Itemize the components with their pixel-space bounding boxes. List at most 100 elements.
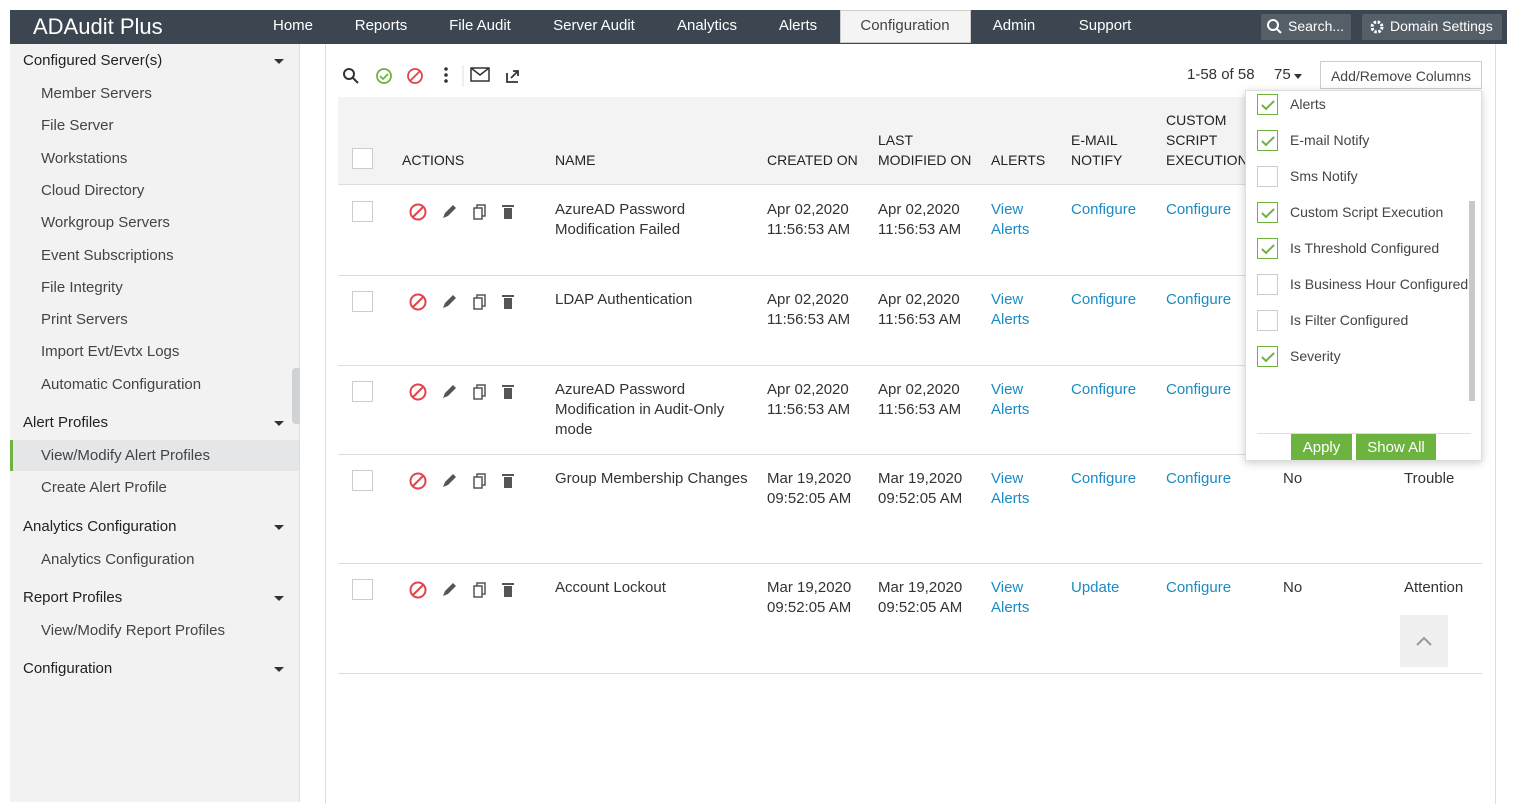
nav-item[interactable]: File Audit bbox=[449, 17, 511, 34]
picker-label[interactable]: Custom Script Execution bbox=[1290, 204, 1444, 220]
sidebar-caret[interactable] bbox=[274, 667, 284, 673]
toolbar-icon-set[interactable] bbox=[340, 63, 530, 89]
nav-item[interactable]: Configuration bbox=[860, 17, 950, 34]
threshold: No bbox=[1283, 579, 1303, 596]
apply-button[interactable]: Apply bbox=[1291, 434, 1352, 460]
picker-checkbox[interactable] bbox=[1257, 346, 1278, 367]
sidebar-section-title[interactable]: Analytics Configuration bbox=[23, 517, 177, 535]
sidebar-item[interactable]: File Integrity bbox=[41, 278, 123, 296]
sidebar-item[interactable]: Analytics Configuration bbox=[41, 550, 195, 568]
sidebar-caret[interactable] bbox=[274, 595, 284, 601]
sidebar-handle[interactable] bbox=[292, 368, 300, 424]
sidebar-item[interactable]: View/Modify Alert Profiles bbox=[41, 447, 210, 464]
check-mark bbox=[1261, 100, 1275, 111]
sidebar-caret[interactable] bbox=[274, 59, 284, 64]
picker-label[interactable]: Alerts bbox=[1290, 96, 1326, 112]
row-checkbox[interactable] bbox=[352, 201, 373, 222]
picker-checkbox[interactable] bbox=[1257, 202, 1278, 223]
view-alerts[interactable]: View Alerts bbox=[991, 381, 1030, 418]
nav-item[interactable]: Analytics bbox=[676, 17, 738, 34]
script-execution[interactable]: Configure bbox=[1166, 579, 1232, 596]
page-size-caret[interactable] bbox=[1294, 74, 1302, 79]
nav-tab-active[interactable] bbox=[840, 10, 971, 43]
row-actions[interactable] bbox=[405, 578, 525, 602]
domain-settings-text[interactable]: Domain Settings bbox=[1390, 18, 1493, 34]
email-notify[interactable]: Configure bbox=[1071, 381, 1137, 398]
picker-label[interactable]: Severity bbox=[1290, 348, 1341, 364]
picker-checkbox[interactable] bbox=[1257, 310, 1278, 331]
picker-label[interactable]: E-mail Notify bbox=[1290, 132, 1370, 148]
scroll-top-button[interactable] bbox=[1400, 615, 1448, 667]
nav-item[interactable]: Alerts bbox=[778, 17, 818, 34]
sidebar-item[interactable]: Print Servers bbox=[41, 311, 128, 329]
sidebar-section-title[interactable]: Configuration bbox=[23, 660, 113, 678]
row-checkbox[interactable] bbox=[352, 470, 373, 491]
toolbar-icons bbox=[340, 63, 530, 89]
picker-label[interactable]: Sms Notify bbox=[1290, 168, 1358, 184]
row-divider bbox=[338, 454, 1482, 455]
check-mark bbox=[1261, 136, 1275, 147]
nav-item[interactable]: Server Audit bbox=[553, 17, 635, 34]
picker-checkbox[interactable] bbox=[1257, 130, 1278, 151]
sidebar-section-title[interactable]: Report Profiles bbox=[23, 588, 123, 606]
script-execution[interactable]: Configure bbox=[1166, 291, 1232, 308]
row-actions[interactable] bbox=[405, 200, 525, 224]
check-mark bbox=[1261, 244, 1275, 255]
email-notify[interactable]: Configure bbox=[1071, 291, 1137, 308]
sidebar-item[interactable]: Workstations bbox=[41, 149, 128, 167]
sidebar-item[interactable]: Automatic Configuration bbox=[41, 375, 202, 393]
sidebar-section-title[interactable]: Configured Server(s) bbox=[23, 52, 163, 69]
page-size[interactable]: 75 bbox=[1274, 66, 1291, 83]
sidebar-item[interactable]: File Server bbox=[41, 117, 114, 135]
sidebar-caret[interactable] bbox=[274, 421, 284, 426]
search-box[interactable] bbox=[1261, 14, 1351, 40]
picker-checkbox[interactable] bbox=[1257, 94, 1278, 115]
email-notify[interactable]: Configure bbox=[1071, 201, 1137, 218]
sidebar-item[interactable]: Event Subscriptions bbox=[41, 246, 174, 264]
nav-item[interactable]: Admin bbox=[992, 17, 1036, 34]
view-alerts[interactable]: View Alerts bbox=[991, 579, 1030, 616]
alert-name: Account Lockout bbox=[555, 579, 666, 596]
picker-checkbox[interactable] bbox=[1257, 238, 1278, 259]
row-checkbox[interactable] bbox=[352, 579, 373, 600]
nav-item[interactable]: Reports bbox=[354, 17, 408, 34]
picker-label[interactable]: Is Filter Configured bbox=[1290, 312, 1409, 328]
view-alerts[interactable]: View Alerts bbox=[991, 291, 1030, 328]
header-checkbox[interactable] bbox=[352, 148, 373, 169]
view-alerts[interactable]: View Alerts bbox=[991, 470, 1030, 507]
email-notify[interactable]: Update bbox=[1071, 579, 1120, 596]
email-notify[interactable]: Configure bbox=[1071, 470, 1137, 487]
picker-checkbox[interactable] bbox=[1257, 274, 1278, 295]
row-actions[interactable] bbox=[405, 290, 525, 314]
row-actions[interactable] bbox=[405, 469, 525, 493]
row-actions[interactable] bbox=[405, 380, 525, 404]
show-all-button[interactable]: Show All bbox=[1356, 434, 1436, 460]
add-remove-columns[interactable]: Add/Remove Columns bbox=[1320, 61, 1482, 89]
nav-item[interactable]: Support bbox=[1078, 17, 1132, 34]
script-execution[interactable]: Configure bbox=[1166, 470, 1232, 487]
script-execution[interactable]: Configure bbox=[1166, 201, 1232, 218]
row-checkbox[interactable] bbox=[352, 291, 373, 312]
sidebar-item[interactable]: View/Modify Report Profiles bbox=[41, 621, 225, 639]
domain-settings-box[interactable] bbox=[1362, 14, 1502, 40]
view-alerts[interactable]: View Alerts bbox=[991, 201, 1030, 238]
sidebar-item[interactable]: Cloud Directory bbox=[41, 181, 145, 199]
sidebar-item[interactable]: Import Evt/Evtx Logs bbox=[41, 343, 180, 361]
search-text[interactable]: Search... bbox=[1288, 18, 1345, 34]
severity: Attention bbox=[1404, 579, 1464, 596]
nav-item[interactable]: Home bbox=[272, 17, 313, 34]
sidebar-section-title[interactable]: Alert Profiles bbox=[23, 414, 109, 431]
chevron-up bbox=[1416, 636, 1432, 646]
script-execution[interactable]: Configure bbox=[1166, 381, 1232, 398]
picker-label[interactable]: Is Threshold Configured bbox=[1290, 240, 1440, 256]
picker-checkbox[interactable] bbox=[1257, 166, 1278, 187]
sidebar-item-active-bg bbox=[10, 440, 299, 471]
sidebar-item[interactable]: Workgroup Servers bbox=[41, 214, 170, 232]
sidebar-item[interactable]: Create Alert Profile bbox=[41, 479, 167, 497]
picker-scrollbar[interactable] bbox=[1469, 201, 1475, 401]
sidebar-caret[interactable] bbox=[274, 524, 284, 530]
picker-label[interactable]: Is Business Hour Configured bbox=[1290, 276, 1469, 292]
sidebar-item[interactable]: Member Servers bbox=[41, 85, 152, 102]
row-checkbox[interactable] bbox=[352, 381, 373, 402]
